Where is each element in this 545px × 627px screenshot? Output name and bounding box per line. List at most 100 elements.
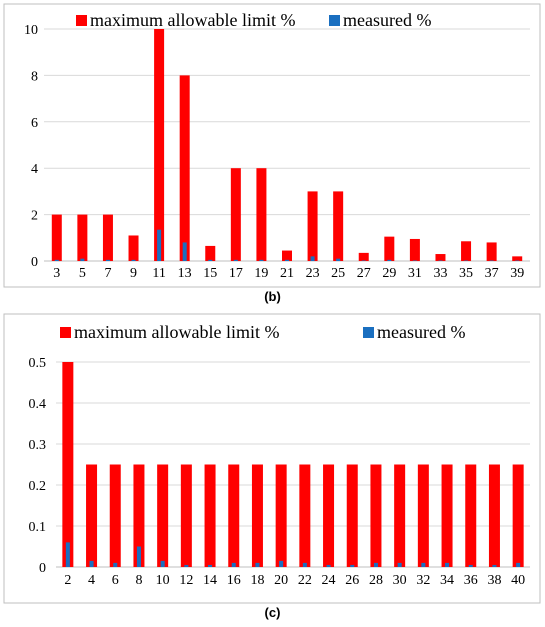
bar-max-limit — [133, 464, 145, 567]
bar-measured — [421, 562, 426, 567]
bar-max-limit — [370, 464, 382, 567]
x-tick-label: 21 — [280, 266, 294, 281]
x-tick-label: 32 — [416, 573, 430, 588]
x-tick-label: 30 — [393, 573, 407, 588]
legend-label-measured-c: measured % — [377, 322, 465, 342]
legend-swatch-measured-c — [363, 327, 374, 338]
y-tick-label: 8 — [31, 69, 38, 84]
x-tick-label: 31 — [408, 266, 422, 281]
x-tick-label: 40 — [511, 573, 525, 588]
bar-measured — [105, 259, 110, 261]
bar-max-limit — [461, 241, 472, 261]
bar-measured — [131, 259, 136, 261]
bar-measured — [259, 259, 264, 261]
bar-measured — [208, 564, 213, 567]
bar-measured — [492, 564, 497, 567]
x-tick-label: 23 — [306, 266, 320, 281]
legend-label-max-b: maximum allowable limit % — [90, 10, 295, 30]
bar-max-limit — [275, 464, 287, 567]
x-tick-label: 2 — [64, 573, 71, 588]
bar-measured — [516, 562, 521, 567]
bar-max-limit — [62, 362, 74, 567]
bar-max-limit — [512, 464, 524, 567]
bar-measured — [445, 562, 450, 567]
bar-measured — [54, 259, 59, 261]
panel-b-x-ticks: 3 5 7 9 11 13 15 17 19 21 23 25 27 29 31 33 35 37 39 — [53, 266, 524, 281]
x-tick-label: 7 — [104, 266, 111, 281]
bar-max-limit — [204, 464, 216, 567]
x-tick-label: 4 — [88, 573, 95, 588]
x-tick-label: 22 — [298, 573, 312, 588]
bar-measured — [231, 562, 236, 567]
panel-b-grid — [44, 28, 530, 262]
x-tick-label: 14 — [203, 573, 217, 588]
x-tick-label: 19 — [254, 266, 268, 281]
bar-max-limit — [179, 75, 190, 262]
panel-b-frame — [3, 3, 541, 288]
bar-max-limit — [251, 464, 263, 567]
bar-measured — [310, 256, 315, 261]
panel-b-y-ticks: 0 2 4 6 8 10 — [24, 23, 38, 270]
x-tick-label: 20 — [274, 573, 288, 588]
x-tick-label: 24 — [322, 573, 336, 588]
bar-max-limit — [228, 464, 240, 567]
x-tick-label: 27 — [357, 266, 371, 281]
bar-measured — [157, 229, 162, 261]
y-tick-label: 0.3 — [29, 438, 47, 453]
bar-max-limit — [358, 252, 369, 261]
bar-measured — [160, 560, 165, 567]
panel-b-legend: maximum allowable limit % measured % — [76, 10, 431, 30]
bar-max-limit — [346, 464, 358, 567]
panel-c-bars — [62, 362, 524, 567]
bar-measured — [302, 562, 307, 567]
bar-max-limit — [154, 29, 165, 261]
bar-max-limit — [128, 235, 139, 261]
bar-measured — [136, 546, 141, 567]
x-tick-label: 11 — [152, 266, 165, 281]
x-tick-label: 35 — [459, 266, 473, 281]
legend-swatch-measured-b — [329, 15, 340, 26]
bar-measured — [233, 259, 238, 261]
x-tick-label: 15 — [203, 266, 217, 281]
panel-b-caption: (b) — [264, 289, 281, 304]
x-tick-label: 39 — [510, 266, 524, 281]
panel-c-caption: (c) — [265, 605, 281, 620]
x-tick-label: 36 — [464, 573, 478, 588]
x-tick-label: 38 — [487, 573, 501, 588]
x-tick-label: 37 — [485, 266, 499, 281]
bar-measured — [373, 562, 378, 567]
bar-max-limit — [282, 250, 292, 261]
bar-max-limit — [465, 464, 477, 567]
bar-max-limit — [256, 168, 267, 261]
bar-max-limit — [435, 254, 446, 261]
bar-max-limit — [102, 214, 113, 261]
x-tick-label: 12 — [179, 573, 193, 588]
y-tick-label: 6 — [31, 116, 38, 131]
y-tick-label: 0.5 — [29, 356, 47, 371]
bar-max-limit — [488, 464, 500, 567]
y-tick-label: 0.1 — [29, 520, 47, 535]
panel-c-legend: maximum allowable limit % measured % — [60, 322, 465, 342]
x-tick-label: 13 — [178, 266, 192, 281]
bar-max-limit — [307, 191, 318, 261]
bar-max-limit — [51, 214, 62, 261]
bar-measured — [397, 562, 402, 567]
bar-measured — [255, 562, 260, 567]
bar-measured — [184, 564, 189, 567]
y-tick-label: 0 — [31, 255, 38, 270]
x-tick-label: 34 — [440, 573, 454, 588]
bar-measured — [208, 259, 213, 261]
bar-max-limit — [77, 214, 88, 261]
panel-b-bars — [51, 29, 523, 262]
bar-max-limit — [441, 464, 453, 567]
panel-c-frame — [3, 313, 541, 604]
bar-max-limit — [299, 464, 311, 567]
bar-measured — [279, 560, 284, 567]
x-tick-label: 6 — [112, 573, 119, 588]
bar-max-limit — [86, 464, 98, 567]
bar-measured — [182, 242, 187, 261]
panel-c: 00.10.20.30.40.5 2 4 6 8 10 12 14 16 18 20 22 24 26 2… — [3, 313, 541, 604]
y-tick-label: 0.4 — [29, 397, 47, 412]
